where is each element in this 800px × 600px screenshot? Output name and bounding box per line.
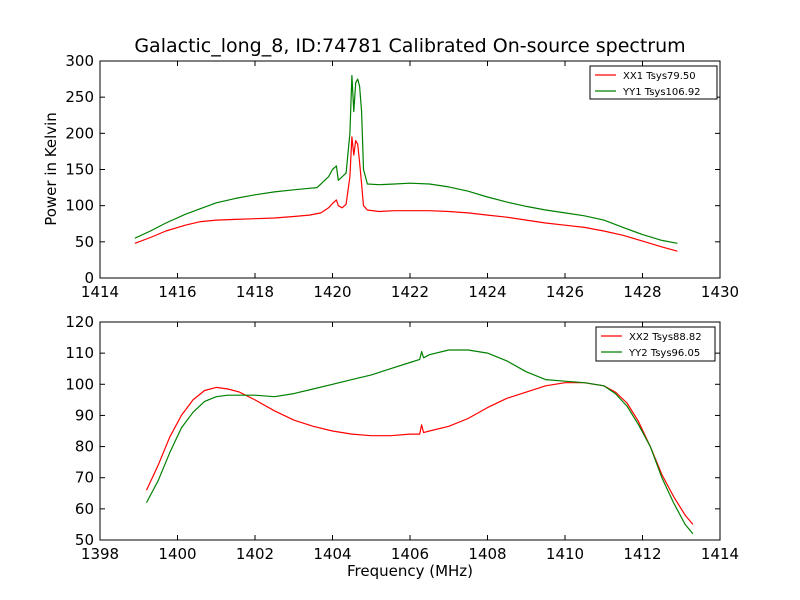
x-tick-label: 1428 (623, 283, 661, 301)
legend-label: YY1 Tsys106.92 (622, 87, 701, 98)
legend-box (595, 326, 716, 362)
x-tick-label: 1420 (313, 283, 351, 301)
series-line-xx2-tsys88-82 (145, 382, 694, 525)
x-tick-label: 1426 (546, 283, 584, 301)
y-tick-label: 250 (65, 88, 94, 106)
legend-label: XX1 Tsys79.50 (623, 71, 696, 82)
y-tick-label: 80 (75, 438, 94, 456)
y-tick-label: 100 (65, 197, 94, 215)
legend: XX1 Tsys79.50 YY1 Tsys106.92 (589, 65, 718, 100)
y-tick-label: 150 (65, 161, 94, 179)
x-tick-label: 1424 (468, 283, 506, 301)
y-tick-label: 120 (65, 313, 94, 331)
y-tick-label: 50 (75, 531, 94, 549)
x-tick-label: 1414 (701, 545, 739, 563)
y-tick-label: 0 (84, 269, 94, 287)
y-tick-label: 50 (75, 233, 94, 251)
x-tick-label: 1430 (701, 283, 739, 301)
y-tick-label: 110 (65, 344, 94, 362)
x-tick-label: 1406 (391, 545, 429, 563)
x-tick-label: 1422 (391, 283, 429, 301)
legend-box (589, 65, 718, 100)
bottom-chart: 1398 1400 1402 1404 1406 1408 1410 1412 1414 50 60… (65, 313, 739, 563)
y-tick-label: 200 (65, 124, 94, 142)
x-tick-label: 1416 (158, 283, 196, 301)
x-tick-label: 1418 (236, 283, 274, 301)
y-tick-label: 60 (75, 500, 94, 518)
series-line-xx1-tsys79-50 (134, 136, 678, 252)
y-tick-label: 100 (65, 375, 94, 393)
x-tick-label: 1410 (546, 545, 584, 563)
series-line-yy1-tsys106-92 (134, 74, 678, 244)
top-chart: 1414 1416 1418 1420 1422 1424 1426 1428 1430 0 50 1… (65, 52, 739, 301)
chart-title: Galactic_long_8, ID:74781 Calibrated On-… (134, 35, 685, 57)
x-tick-label: 1400 (158, 545, 196, 563)
top-y-axis-label: Power in Kelvin (42, 112, 60, 226)
legend: XX2 Tsys88.82 YY2 Tsys96.05 (595, 326, 716, 362)
x-tick-label: 1412 (623, 545, 661, 563)
y-tick-label: 70 (75, 469, 94, 487)
y-tick-label: 300 (65, 52, 94, 70)
x-tick-label: 1402 (236, 545, 274, 563)
y-tick-label: 90 (75, 406, 94, 424)
x-tick-label: 1408 (468, 545, 506, 563)
x-axis-label: Frequency (MHz) (347, 562, 473, 580)
x-tick-label: 1414 (81, 283, 119, 301)
x-tick-label: 1398 (81, 545, 119, 563)
legend-label: XX2 Tsys88.82 (629, 332, 702, 343)
series-line-yy2-tsys96-05 (145, 349, 694, 535)
legend-label: YY2 Tsys96.05 (628, 348, 700, 359)
x-tick-label: 1404 (313, 545, 351, 563)
